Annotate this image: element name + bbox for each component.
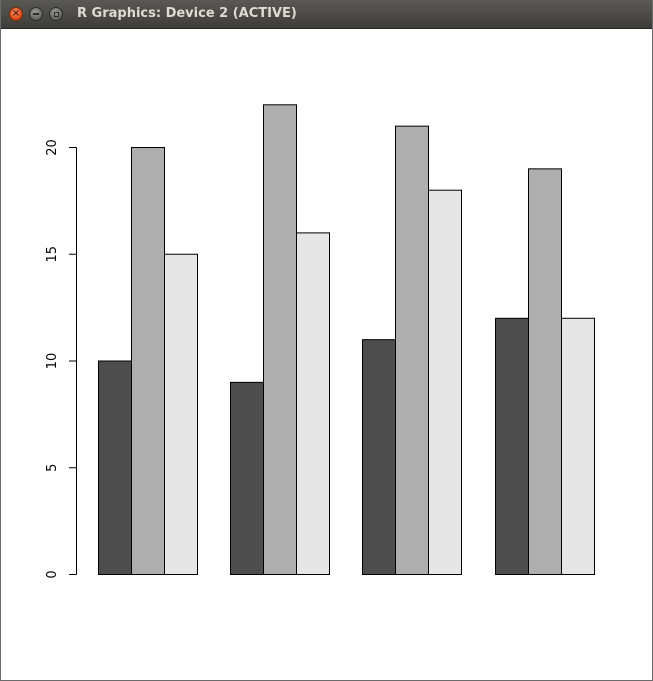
bar-group-3-series-2 (395, 125, 429, 576)
bar-group-4-series-2 (528, 168, 562, 575)
close-window-button[interactable]: × (9, 7, 23, 21)
y-tick-label-5: 5 (45, 464, 60, 472)
minimize-icon (33, 13, 39, 15)
window-title: R Graphics: Device 2 (ACTIVE) (77, 6, 297, 21)
bar-group-1-series-3 (164, 253, 198, 575)
bar-group-1-series-2 (131, 147, 165, 575)
y-tick-label-15: 15 (45, 246, 60, 263)
maximize-window-button[interactable] (49, 7, 63, 21)
y-tick-label-10: 10 (45, 353, 60, 370)
y-axis: 0 5 10 15 20 (45, 139, 77, 579)
bar-group-3-series-3 (428, 189, 462, 575)
bar-group-1-series-1 (98, 360, 132, 575)
close-icon: × (11, 8, 21, 19)
bar-group-2-series-1 (230, 381, 264, 575)
bar-group-3-series-1 (362, 339, 396, 575)
y-tick-label-20: 20 (45, 139, 60, 156)
bar-group-2-series-2 (263, 104, 297, 576)
window-titlebar[interactable]: × R Graphics: Device 2 (ACTIVE) (1, 0, 652, 29)
bar-group-2-series-3 (296, 232, 330, 575)
bar-group-4-series-1 (495, 317, 529, 575)
bar-group-4-series-3 (561, 317, 595, 575)
bar-chart: 0 5 10 15 20 (45, 104, 595, 579)
y-tick-label-0: 0 (45, 570, 60, 578)
maximize-icon (53, 11, 59, 17)
minimize-window-button[interactable] (29, 7, 43, 21)
bars-layer (98, 104, 595, 576)
